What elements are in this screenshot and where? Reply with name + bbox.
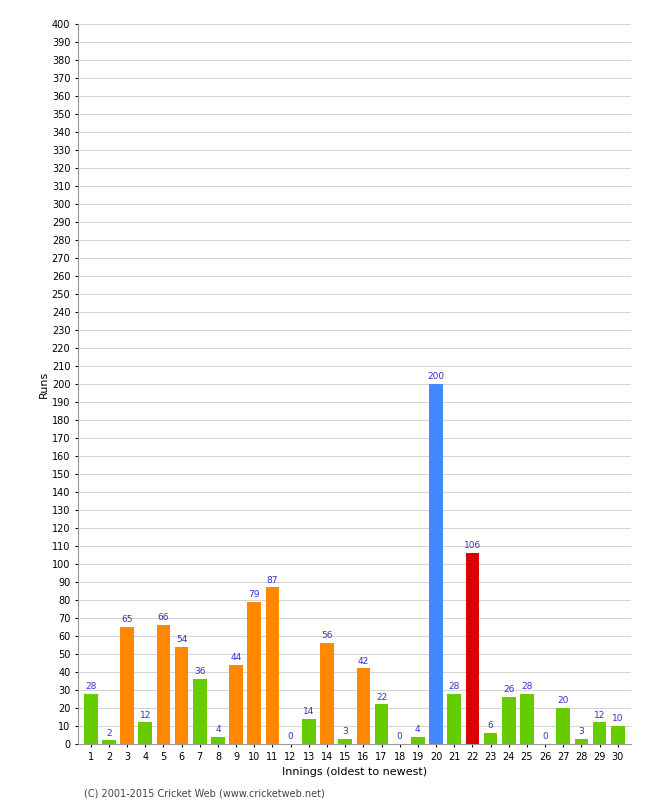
Text: 0: 0	[288, 732, 294, 742]
Bar	[157, 626, 170, 744]
Text: 200: 200	[428, 372, 445, 382]
Text: 44: 44	[231, 653, 242, 662]
Text: 14: 14	[303, 707, 315, 716]
Text: 3: 3	[578, 727, 584, 736]
Bar	[175, 646, 188, 744]
Text: (C) 2001-2015 Cricket Web (www.cricketweb.net): (C) 2001-2015 Cricket Web (www.cricketwe…	[84, 788, 325, 798]
X-axis label: Innings (oldest to newest): Innings (oldest to newest)	[281, 767, 427, 777]
Bar	[556, 708, 570, 744]
Text: 56: 56	[321, 631, 333, 641]
Bar	[356, 668, 370, 744]
Text: 66: 66	[158, 614, 169, 622]
Bar	[575, 738, 588, 744]
Bar	[447, 694, 461, 744]
Bar	[465, 553, 479, 744]
Text: 12: 12	[140, 710, 151, 720]
Text: 12: 12	[594, 710, 605, 720]
Text: 22: 22	[376, 693, 387, 702]
Bar	[138, 722, 152, 744]
Bar	[374, 704, 388, 744]
Text: 20: 20	[558, 696, 569, 706]
Bar	[211, 737, 225, 744]
Text: 0: 0	[396, 732, 402, 742]
Text: 65: 65	[122, 615, 133, 624]
Text: 36: 36	[194, 667, 205, 677]
Text: 0: 0	[542, 732, 548, 742]
Bar	[429, 384, 443, 744]
Text: 54: 54	[176, 635, 187, 644]
Text: 28: 28	[85, 682, 96, 691]
Text: 106: 106	[463, 542, 481, 550]
Text: 87: 87	[266, 576, 278, 585]
Bar	[120, 627, 134, 744]
Text: 10: 10	[612, 714, 623, 723]
Text: 2: 2	[106, 729, 112, 738]
Bar	[484, 733, 497, 744]
Bar	[339, 738, 352, 744]
Bar	[248, 602, 261, 744]
Text: 42: 42	[358, 657, 369, 666]
Bar	[266, 587, 280, 744]
Bar	[411, 737, 424, 744]
Text: 4: 4	[215, 725, 221, 734]
Bar	[520, 694, 534, 744]
Bar	[229, 665, 243, 744]
Bar	[193, 679, 207, 744]
Text: 4: 4	[415, 725, 421, 734]
Text: 28: 28	[521, 682, 532, 691]
Y-axis label: Runs: Runs	[39, 370, 49, 398]
Text: 28: 28	[448, 682, 460, 691]
Bar	[593, 722, 606, 744]
Text: 26: 26	[503, 686, 514, 694]
Bar	[302, 718, 316, 744]
Bar	[502, 697, 515, 744]
Bar	[84, 694, 98, 744]
Text: 3: 3	[343, 727, 348, 736]
Bar	[102, 741, 116, 744]
Bar	[320, 643, 334, 744]
Text: 6: 6	[488, 722, 493, 730]
Bar	[611, 726, 625, 744]
Text: 79: 79	[248, 590, 260, 599]
